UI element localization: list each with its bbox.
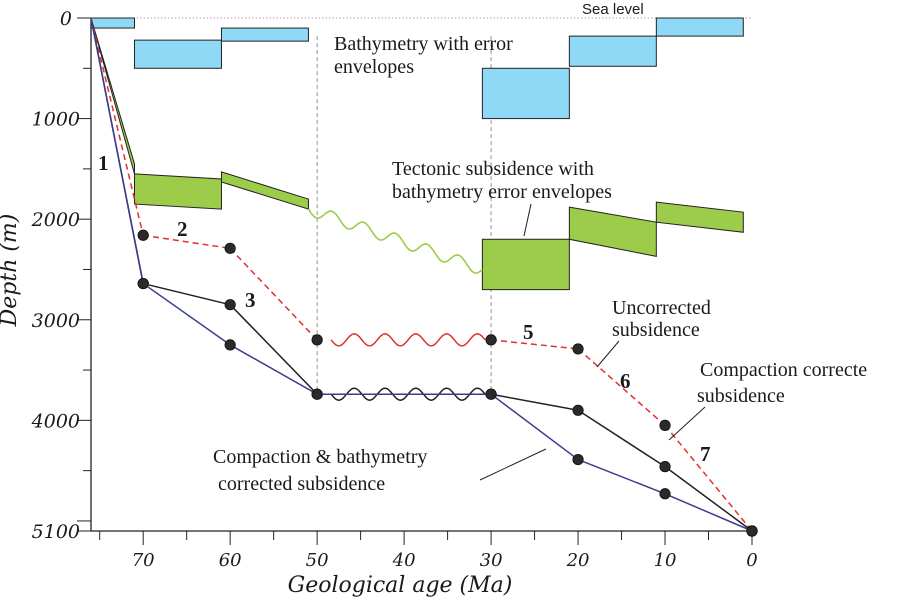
tectonic-envelope (568, 206, 657, 258)
tectonic-label-line1: Tectonic subsidence with (392, 158, 594, 180)
tectonic-envelope (655, 201, 744, 233)
comp_bathy-segment (664, 493, 753, 532)
uncorrected-label-line1: Uncorrected (612, 297, 711, 319)
uncorrected-point (311, 334, 323, 346)
segment-number-7: 7 (700, 442, 711, 466)
segment-number-6: 6 (620, 369, 631, 393)
segment-number-5: 5 (523, 320, 534, 344)
axis-ticks (77, 17, 753, 545)
comp_bathy-point (137, 277, 149, 290)
tectonic-envelopes (90, 17, 744, 291)
comp_bathy-segment (577, 458, 666, 495)
y-tick-label: 2000 (31, 209, 80, 231)
tectonic-unconformity (307, 208, 483, 274)
segment-number-3: 3 (245, 288, 256, 312)
compaction-segment (490, 393, 579, 412)
x-tick-label: 20 (566, 550, 590, 571)
x-axis-title: Geological age (Ma) (288, 573, 513, 598)
uncorrected-point (572, 343, 584, 355)
tectonic-envelope (220, 171, 309, 210)
uncorrected-point (485, 334, 497, 346)
tectonic-envelope (481, 238, 570, 291)
compaction-label-line2: subsidence (697, 385, 785, 407)
uncorrected-leader-line (596, 340, 620, 368)
compaction-segment (229, 304, 318, 395)
uncorrected-segment (664, 424, 753, 532)
uncorrected-segment (143, 234, 231, 250)
comp_bathy-segment (142, 282, 231, 346)
y-tick-label: 3000 (32, 310, 80, 332)
comp_bathy-point (746, 525, 758, 537)
sea-level-label: Sea level (582, 1, 644, 18)
compaction-segment (143, 282, 231, 306)
compaction-point (224, 299, 236, 311)
y-tick-label: 0 (60, 8, 72, 30)
comp-bathy-label-line2: corrected subsidence (218, 473, 385, 495)
comp_bathy-point (311, 388, 323, 400)
comp_bathy-segment (229, 344, 318, 395)
bathymetry-envelope (568, 35, 657, 67)
y-axis-title: Depth (m) (0, 214, 22, 328)
tectonic-leader-line (523, 203, 532, 237)
x-tick-label: 0 (746, 550, 757, 571)
uncorrected-point (224, 242, 236, 254)
y-tick-label: 5100 (32, 521, 80, 543)
compaction-leader-line (668, 406, 706, 441)
uncorrected-segment (229, 247, 318, 341)
segment-number-2: 2 (177, 217, 188, 241)
tectonic-label-line2: bathymetry error envelopes (392, 181, 612, 203)
bathymetry-label-line2: envelopes (334, 56, 414, 78)
x-tick-label: 70 (132, 550, 155, 571)
bathymetry-label-line1: Bathymetry with error (334, 33, 513, 55)
uncorrected-segment (90, 17, 144, 236)
comp_bathy-segment (90, 17, 144, 284)
compaction-segment (577, 409, 666, 468)
comp-bathy-label-line1: Compaction & bathymetry (213, 446, 427, 468)
x-tick-label: 50 (306, 550, 329, 571)
x-tick-label: 10 (654, 550, 677, 571)
tectonic-envelope (133, 173, 222, 210)
tectonic-envelope (90, 17, 135, 175)
bathymetry-envelope (90, 17, 135, 29)
bathymetry-envelope (133, 39, 222, 69)
compaction-point (572, 404, 584, 416)
compaction-point (659, 461, 671, 473)
compaction-label-line1: Compaction correcte (700, 359, 867, 381)
bathymetry-envelopes (90, 17, 744, 120)
time-guide-lines (316, 36, 492, 397)
uncorrected-label-line2: subsidence (612, 319, 700, 341)
comp_bathy-segment (490, 393, 579, 461)
comp_bathy-point (485, 388, 497, 400)
uncorrected-unconformity (330, 333, 486, 347)
x-tick-label: 60 (219, 550, 242, 571)
subsidence-series (90, 17, 758, 537)
y-tick-label: 1000 (32, 109, 80, 131)
bathymetry-envelope (481, 67, 570, 120)
segment-number-1: 1 (98, 151, 109, 175)
uncorrected-segment (491, 339, 579, 350)
comp_bathy-point (659, 488, 671, 500)
x-tick-label: 30 (480, 550, 503, 571)
comp_bathy-point (572, 453, 584, 466)
comp_bathy-point (224, 339, 236, 351)
comp-bathy-leader-line (479, 448, 547, 481)
compaction-segment (664, 466, 753, 532)
bathymetry-envelope (655, 17, 744, 37)
uncorrected-point (659, 419, 671, 431)
bathymetry-envelope (220, 27, 309, 42)
y-tick-label: 4000 (31, 410, 80, 432)
uncorrected-point (137, 229, 149, 241)
x-tick-label: 40 (392, 550, 416, 571)
tick-labels: 0 1000 2000 3000 4000 5100 70 60 50 40 30 20 10 0 (31, 8, 758, 571)
